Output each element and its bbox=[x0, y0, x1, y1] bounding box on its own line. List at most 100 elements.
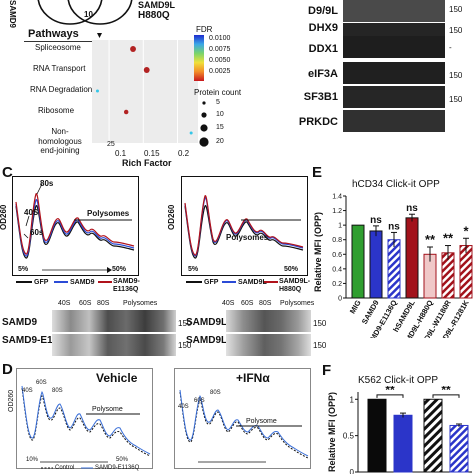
panel-letter-f: F bbox=[322, 362, 332, 379]
bar-chart-hcd34: 00.20.40.60.811.21.4 MIGnsSAMD9nsSAMD9-E… bbox=[332, 194, 473, 338]
e-sig-1: ns bbox=[370, 215, 382, 226]
blot-marker-samd9l: 150 bbox=[313, 319, 327, 328]
blot-label-samd9-e1136q-a: SAMD9-E1136Q bbox=[2, 335, 77, 346]
dot-3 bbox=[123, 109, 129, 115]
dot-1 bbox=[143, 67, 150, 73]
legend-control-vehicle: Control bbox=[55, 465, 75, 471]
legend-swatch-e1136q bbox=[98, 281, 112, 283]
peak-60s-ifn: 60S bbox=[194, 398, 205, 404]
polysome-label-vehicle: Polysome bbox=[92, 406, 123, 413]
peak-40s-ifn: 40S bbox=[178, 404, 189, 410]
blot-label-samd9: SAMD9 bbox=[2, 317, 38, 328]
gradient-low-right: 5% bbox=[188, 266, 199, 273]
protein-count-title: Protein count bbox=[194, 88, 242, 97]
blot-marker-samd9: 150 bbox=[178, 319, 192, 328]
e-sig-5: ** bbox=[443, 231, 454, 246]
pathway-label-nhej: Non-homologous end-joining bbox=[38, 127, 82, 156]
vehicle-profile-svg bbox=[16, 368, 153, 469]
f-sig-bracket-0 bbox=[376, 394, 404, 398]
fraction-40s-left: 40S bbox=[58, 300, 71, 307]
wb-band-prkdc bbox=[343, 110, 445, 132]
legend-samd9: SAMD9 bbox=[70, 279, 95, 286]
wb-marker-eif3a: 150 bbox=[449, 71, 463, 80]
fraction-80s-right: 80S bbox=[259, 300, 272, 307]
venn-left-label: SAMD9 bbox=[8, 0, 17, 29]
wb-label-eif3a: eIF3A bbox=[308, 68, 338, 80]
legend-control-swatch bbox=[41, 467, 53, 469]
f-tick-label-1: 0.5 bbox=[343, 432, 355, 441]
dot-2 bbox=[95, 89, 99, 93]
e-bar-1 bbox=[369, 230, 383, 299]
gradient-high-vehicle: 50% bbox=[116, 457, 129, 463]
gradient-low-left: 5% bbox=[18, 266, 29, 273]
fdr-tick-1: 0.0075 bbox=[209, 46, 231, 53]
e-tick-label-4: 0.8 bbox=[332, 237, 342, 244]
wb-marker-sf3b1: 150 bbox=[449, 95, 463, 104]
venn-right-prefix: SAMD9L bbox=[138, 0, 176, 10]
peak-60s-vehicle: 60S bbox=[36, 380, 47, 386]
blot-samd9-e1136q bbox=[52, 334, 176, 356]
fraction-80s-left: 80S bbox=[97, 300, 110, 307]
e-bar-2 bbox=[387, 239, 401, 299]
f-bar-2 bbox=[423, 398, 443, 473]
pathways-title: Pathways bbox=[28, 28, 79, 40]
wb-marker-d9: 150 bbox=[449, 5, 463, 14]
wb-band-sf3b1 bbox=[343, 86, 445, 108]
vehicle-label: Vehicle bbox=[96, 371, 138, 385]
dot-4 bbox=[189, 131, 193, 135]
panel-e-ylabel: Relative MFI (OPP) bbox=[313, 211, 323, 292]
peak-80s-vehicle: 80S bbox=[52, 388, 63, 394]
pathway-label-ribosome: Ribosome bbox=[38, 106, 75, 115]
panel-c-left-ylabel: OD260 bbox=[0, 204, 8, 230]
ifn-profile-svg bbox=[174, 368, 311, 469]
polysomes-label-right: Polysomes bbox=[226, 233, 269, 242]
gradient-high-left: 50% bbox=[112, 266, 127, 273]
e-bar-3 bbox=[405, 217, 419, 299]
blot-samd9l bbox=[226, 310, 311, 332]
protein-count-5: 5 bbox=[216, 99, 220, 106]
wb-band-ddx1 bbox=[343, 36, 445, 58]
peak-80s-ifn: 80S bbox=[210, 390, 221, 396]
e-tick-label-1: 0.2 bbox=[332, 281, 342, 288]
legend-swatches-left bbox=[16, 281, 32, 283]
f-bar-1 bbox=[393, 414, 413, 473]
blot-label-samd9l: SAMD9L bbox=[186, 317, 228, 328]
panel-d-ylabel-vehicle: OD260 bbox=[8, 389, 15, 412]
polysome-label-ifn: Polysome bbox=[246, 418, 277, 425]
polysome-left-svg bbox=[12, 176, 139, 276]
protein-count-dots bbox=[199, 101, 209, 147]
panel-letter-e: E bbox=[312, 164, 323, 181]
ifn-label: +IFNα bbox=[236, 371, 270, 385]
x-tick-2: 0.2 bbox=[178, 149, 190, 158]
legend-swatch-h880q bbox=[264, 281, 278, 283]
wb-label-prkdc: PRKDC bbox=[298, 116, 338, 128]
pathway-label-rna-degradation: RNA Degradation bbox=[30, 85, 93, 94]
venn-svg bbox=[37, 0, 133, 38]
legend-samd9l: SAMD9L bbox=[238, 279, 267, 286]
legend-samd9-e1136q: SAMD9-E1136Q bbox=[113, 278, 140, 293]
e-tick-label-2: 0.4 bbox=[332, 266, 342, 273]
f-sig-0: ** bbox=[385, 386, 395, 397]
protein-count-20: 20 bbox=[216, 138, 224, 145]
f-sig-bracket-1 bbox=[432, 394, 460, 398]
wb-label-ddx1: DDX1 bbox=[308, 43, 338, 55]
e-sig-3: ns bbox=[406, 203, 418, 214]
f-sig-1: ** bbox=[441, 386, 451, 397]
f-tick-label-0: 0 bbox=[350, 468, 355, 474]
wb-label-dhx9: DHX9 bbox=[308, 22, 338, 34]
wb-label-d9: D9/9L bbox=[308, 5, 338, 17]
e-bar-0 bbox=[351, 224, 365, 299]
protein-count-15: 15 bbox=[216, 124, 224, 131]
venn-right-label: H880Q bbox=[138, 10, 170, 21]
blot-marker-e1136q: 150 bbox=[178, 341, 192, 350]
panel-letter-c: C bbox=[2, 164, 13, 181]
fdr-title: FDR bbox=[196, 25, 213, 34]
wb-label-sf3b1: SF3B1 bbox=[303, 91, 338, 103]
legend-mutant-swatch bbox=[81, 467, 93, 469]
legend-gfp-left: GFP bbox=[34, 279, 49, 286]
e-bar-6 bbox=[459, 245, 473, 299]
fdr-tick-0: 0.0100 bbox=[209, 35, 231, 42]
blot-samd9l-h880q bbox=[226, 334, 311, 356]
wb-band-d9 bbox=[343, 0, 445, 22]
f-bar-0 bbox=[367, 398, 387, 473]
